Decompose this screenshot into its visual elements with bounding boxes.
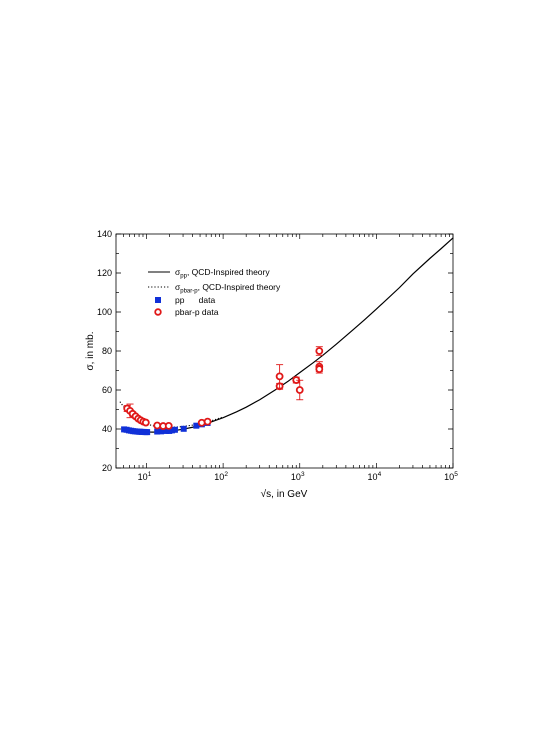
axis-ticks: 20 40 60 80 100 120 140 101 102 103 104 105 [97, 229, 458, 482]
x-tick-label: 104 [368, 471, 382, 482]
legend-red-circle-marker [154, 308, 162, 316]
pp-data-point [163, 427, 170, 434]
pp-data-point [144, 429, 151, 436]
y-axis-title: σ, in mb. [85, 332, 96, 371]
legend-entry-pp-data: pp data [175, 295, 215, 305]
x-axis-prefix: √ [261, 488, 267, 500]
x-tick-label: 101 [138, 471, 152, 482]
legend-blue-square-marker [155, 297, 161, 303]
svg-text:σ, in mb.: σ, in mb. [85, 332, 96, 371]
y-axis-symbol: σ [85, 363, 96, 370]
pbar-p-data-point [275, 372, 284, 381]
pp-data-point [171, 426, 178, 433]
x-axis-title: √s, in GeV [261, 488, 308, 500]
x-tick-label: 105 [444, 471, 458, 482]
x-tick-label: 103 [291, 471, 305, 482]
pbar-p-data-point [203, 417, 212, 426]
y-axis-label-text: , in mb. [85, 332, 96, 365]
x-tick-label: 102 [214, 471, 228, 482]
pbar-p-data-point [315, 365, 324, 374]
pbar-p-data-point [164, 421, 173, 430]
legend: σpp, QCD-Inspired theory σpbar-p, QCD-In… [148, 267, 281, 317]
y-tick-label: 80 [102, 346, 112, 356]
y-tick-label: 20 [102, 463, 112, 473]
legend-entry-sigma-pbar-p: σpbar-p, QCD-Inspired theory [175, 282, 281, 295]
y-tick-label: 140 [97, 229, 112, 239]
pbar-p-data-point [141, 418, 150, 427]
pp-data-point [193, 422, 200, 429]
pp-data-point [180, 425, 187, 432]
legend-entry-sigma-pp: σpp, QCD-Inspired theory [175, 267, 270, 280]
pbar-p-data-point [295, 386, 304, 394]
pp-theory-curve [123, 237, 454, 433]
y-tick-label: 120 [97, 268, 112, 278]
data-points [121, 346, 324, 436]
legend-entry-pbar-p-data: pbar-p data [175, 307, 219, 317]
pp-data-point [158, 428, 165, 435]
pbar-p-data-point [315, 347, 324, 355]
y-tick-label: 40 [102, 424, 112, 434]
x-axis-label-text: s, in GeV [266, 489, 307, 500]
curves [119, 237, 454, 433]
y-tick-label: 100 [97, 307, 112, 317]
y-tick-label: 60 [102, 385, 112, 395]
pp-data-point [154, 428, 161, 435]
